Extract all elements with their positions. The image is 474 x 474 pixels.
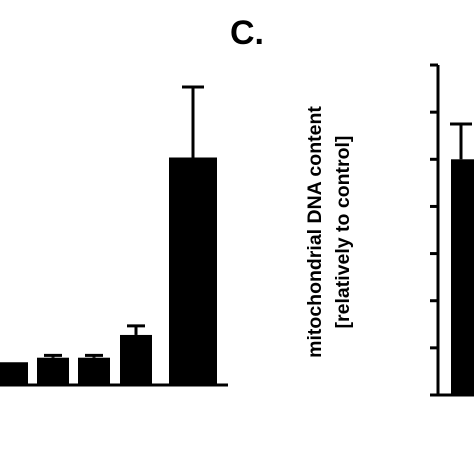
- bar-5h: [78, 357, 110, 385]
- bar-10d: [169, 157, 217, 385]
- left-panel-chart: [0, 85, 228, 387]
- panel-label-c: C.: [230, 14, 264, 52]
- bar-30min: [37, 357, 69, 385]
- right-panel-marks: [430, 63, 474, 397]
- bar-CTR: [0, 362, 28, 385]
- y-axis-title-line-1: mitochondrial DNA content: [304, 106, 326, 358]
- right-panel-chart: C. mitochondrial DNA content [relatively…: [230, 14, 474, 397]
- y-axis-title-line-2: [relatively to control]: [332, 136, 354, 329]
- left-panel-marks: [0, 85, 217, 385]
- bar-CTR: [451, 159, 474, 395]
- bar-24h: [120, 334, 152, 385]
